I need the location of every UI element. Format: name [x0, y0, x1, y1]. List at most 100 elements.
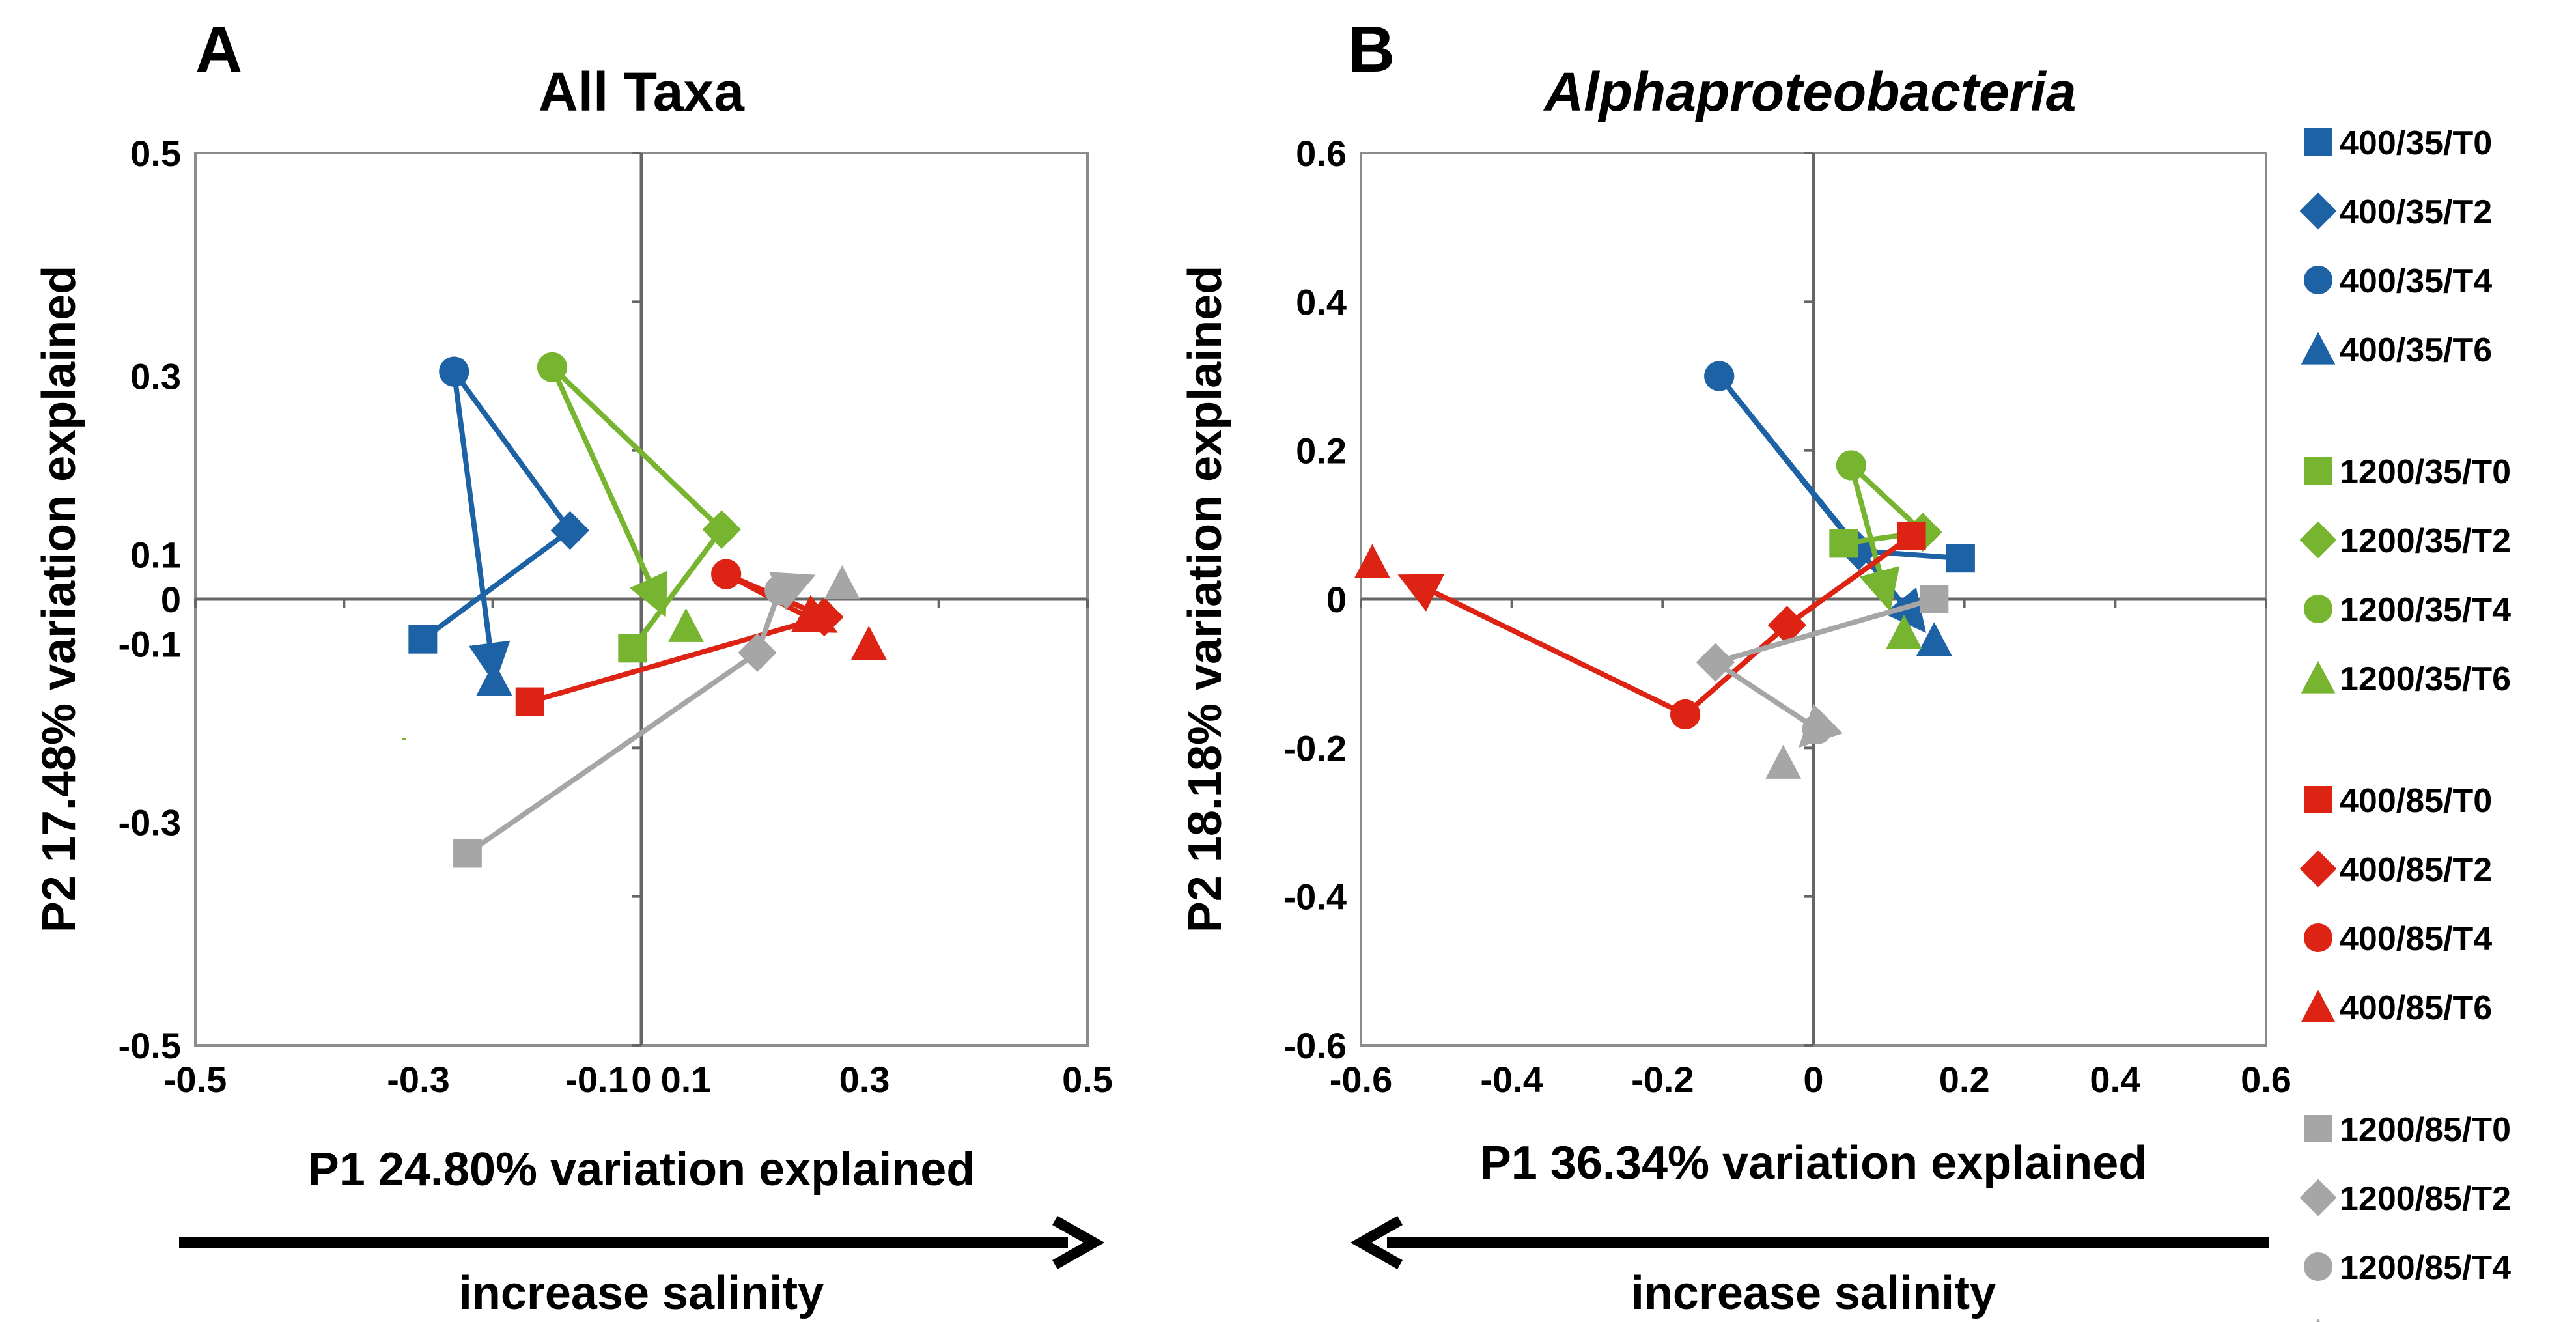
data-point-triangle	[668, 608, 704, 642]
data-point-circle	[1802, 714, 1832, 744]
legend-item: 400/85/T4	[2303, 920, 2492, 958]
legend-diamond-icon	[2299, 850, 2337, 888]
x-tick-label: 0.5	[1062, 1059, 1113, 1100]
legend-triangle-icon	[2301, 660, 2336, 694]
y-tick-label: 0.6	[1296, 133, 1347, 174]
legend-label: 400/35/T4	[2340, 262, 2492, 300]
x-tick-label: 0.3	[839, 1059, 890, 1100]
legend-item: 1200/85/T0	[2304, 1111, 2511, 1149]
legend-label: 400/85/T2	[2340, 851, 2492, 889]
trajectory-arrow	[1397, 574, 1687, 717]
data-point-diamond	[1696, 643, 1735, 682]
data-point-triangle	[1916, 622, 1952, 656]
legend-label: 1200/85/T0	[2340, 1111, 2511, 1149]
legend-triangle-icon	[2301, 989, 2336, 1022]
data-point-triangle	[1886, 614, 1922, 649]
data-point-square	[1946, 544, 1975, 573]
y-tick-label: 0.4	[1296, 281, 1347, 322]
x-tick-label: 0.4	[2090, 1059, 2140, 1100]
data-point-circle	[439, 356, 469, 387]
data-point-square	[618, 634, 647, 663]
data-point-diamond	[1767, 606, 1807, 645]
data-point-circle	[1704, 361, 1735, 391]
legend-label: 1200/35/T0	[2340, 453, 2511, 491]
legend-label: 1200/35/T6	[2340, 660, 2511, 698]
legend-diamond-icon	[2299, 521, 2337, 559]
legend-label: 400/35/T2	[2340, 193, 2492, 231]
series-400-35	[408, 356, 590, 696]
x-tick-label: -0.2	[1631, 1059, 1694, 1100]
data-point-diamond	[1839, 531, 1879, 570]
legend-item: 400/35/T4	[2303, 262, 2492, 300]
data-point-triangle	[476, 661, 512, 696]
legend-item: 400/85/T2	[2299, 850, 2492, 889]
legend-item: 400/35/T2	[2299, 192, 2492, 231]
panel-a-x-axis-label: P1 24.80% variation explained	[308, 1144, 975, 1196]
x-tick-label: -0.6	[1330, 1059, 1393, 1100]
x-tick-label: 0	[1803, 1059, 1823, 1100]
series-400-85	[1354, 521, 1926, 730]
legend-item: 400/85/T0	[2304, 782, 2492, 820]
legend-item: 1200/85/T6	[2316, 1318, 2511, 1322]
y-tick-label: -0.5	[119, 1025, 182, 1066]
data-point-diamond	[738, 633, 777, 672]
legend-square-icon	[2304, 1115, 2332, 1142]
panel-b-title: Alphaproteobacteria	[1543, 61, 2077, 122]
panel-a-letter: A	[195, 13, 242, 86]
panel-b-y-tick-labels: 0.6 0.4 0.2 0 -0.2 -0.4 -0.6	[1284, 133, 1347, 1066]
legend: 400/35/T0 400/35/T2 400/35/T4 400/35/T6 1200…	[2299, 124, 2511, 1322]
data-point-square	[515, 687, 544, 716]
legend-item: 1200/35/T0	[2304, 453, 2511, 491]
legend-label: 1200/35/T2	[2340, 522, 2511, 560]
x-tick-label: 0.6	[2241, 1059, 2291, 1100]
data-point-square	[1829, 529, 1858, 558]
legend-label: 400/85/T4	[2340, 920, 2492, 958]
panel-b-salinity-label: increase salinity	[1631, 1267, 1996, 1319]
legend-label: 1200/85/T6	[2340, 1318, 2511, 1322]
y-tick-label: -0.3	[119, 802, 182, 843]
panel-b-alphaproteobacteria: B Alphaproteobacteria 0.6 0.4 0.2 0 -0.2 -0.4…	[1179, 13, 2291, 1319]
panel-a-salinity-arrow-head	[1052, 1216, 1105, 1269]
legend-item: 400/85/T6	[2301, 989, 2492, 1027]
panel-a-salinity-label: increase salinity	[459, 1267, 824, 1319]
panel-b-y-axis-label: P2 18.18% variation explained	[1179, 266, 1231, 933]
legend-label: 1200/85/T4	[2340, 1249, 2511, 1287]
panel-a-all-taxa: A All Taxa 0.50.30.10-0.1-0.3-0.5 -0.5 -0…	[33, 13, 1113, 1319]
y-tick-label: 0.2	[1296, 430, 1347, 471]
x-tick-label: -0.5	[164, 1059, 227, 1100]
legend-label: 400/35/T6	[2340, 331, 2492, 369]
y-tick-label: 0	[161, 579, 181, 620]
panel-a-zero-axes	[194, 152, 1089, 1047]
data-point-diamond	[702, 510, 741, 549]
legend-circle-icon	[2303, 594, 2333, 624]
trajectory-line	[466, 589, 783, 856]
data-point-diamond	[805, 597, 844, 637]
data-point-square	[1920, 585, 1949, 613]
stray-mark	[402, 738, 406, 740]
y-tick-label: 0.3	[130, 356, 181, 397]
trajectory-line	[550, 365, 725, 650]
legend-diamond-icon	[2299, 1179, 2337, 1217]
legend-label: 400/85/T0	[2340, 782, 2492, 820]
data-point-circle	[764, 575, 795, 606]
data-point-square	[1897, 521, 1926, 550]
panel-a-title: All Taxa	[539, 61, 745, 122]
data-point-square	[453, 839, 482, 868]
series-1200-35	[1829, 450, 1942, 649]
data-point-square	[408, 625, 438, 654]
legend-item: 1200/85/T2	[2299, 1179, 2511, 1218]
trajectory-line	[1713, 597, 1935, 732]
trajectory-arrow	[1849, 464, 1900, 612]
legend-label: 400/35/T0	[2340, 124, 2492, 162]
legend-item: 1200/35/T6	[2301, 660, 2511, 698]
y-tick-label: -0.2	[1284, 727, 1347, 768]
legend-diamond-icon	[2299, 192, 2337, 230]
y-tick-label: -0.4	[1284, 877, 1347, 918]
trajectory-arrow	[550, 366, 668, 617]
data-point-triangle	[850, 626, 887, 660]
panel-b-salinity-arrow-head	[1350, 1216, 1403, 1269]
panel-b-x-axis-label: P1 36.34% variation explained	[1480, 1137, 2148, 1189]
data-point-triangle	[1354, 544, 1390, 578]
panel-b-x-tick-labels: -0.6 -0.4 -0.2 0 0.2 0.4 0.6	[1330, 1059, 2291, 1100]
panel-a-series	[402, 352, 887, 868]
